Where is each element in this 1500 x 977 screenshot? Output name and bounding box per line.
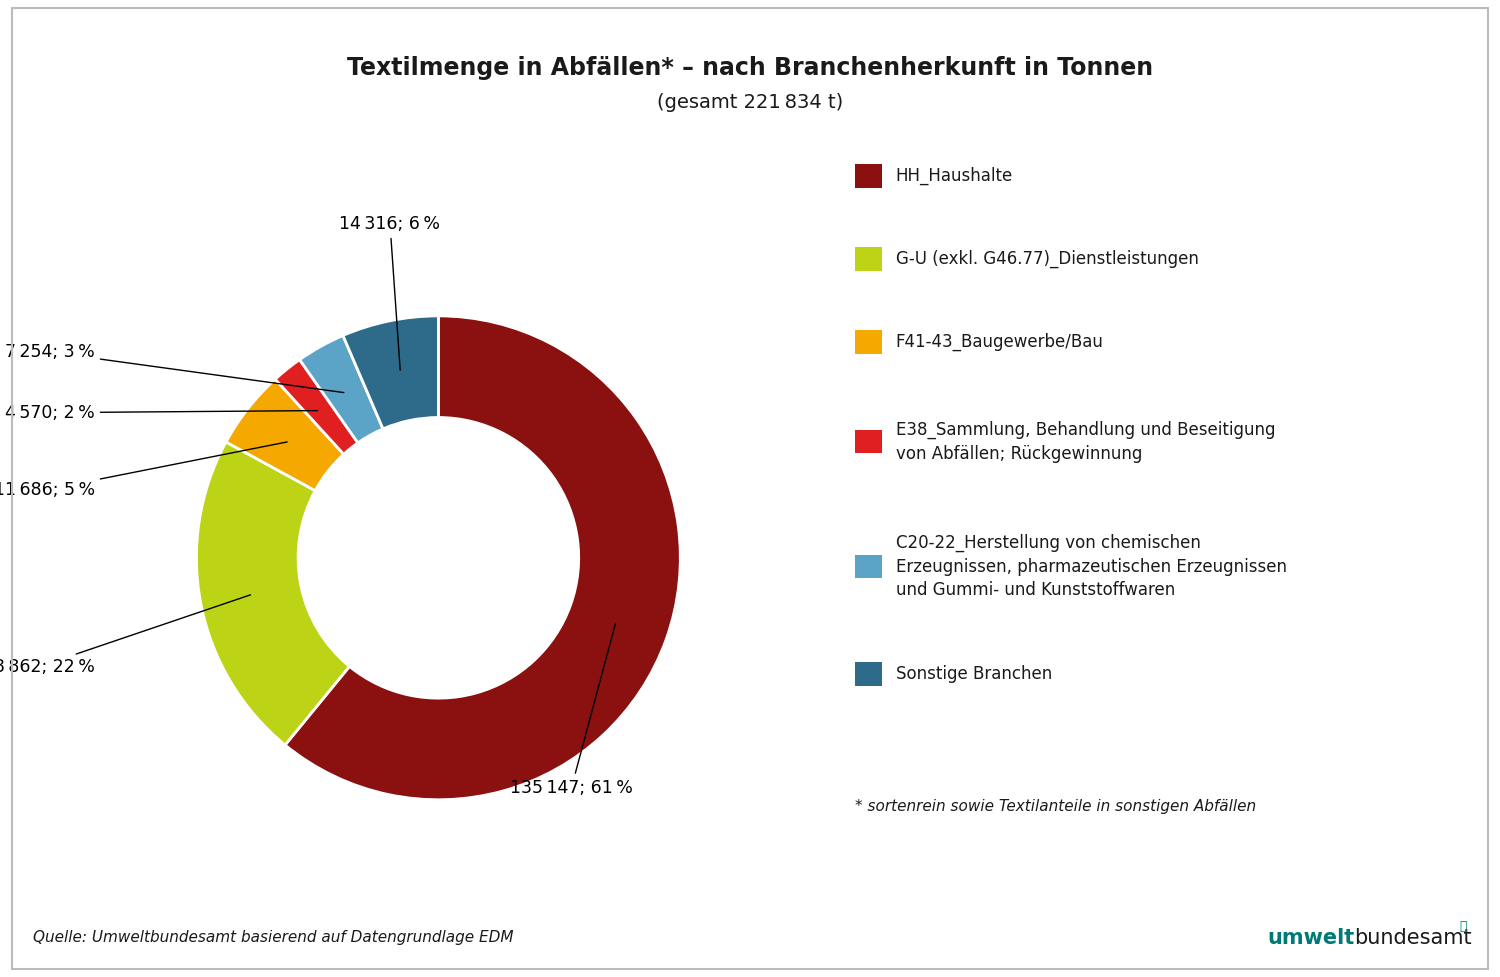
- Wedge shape: [226, 379, 344, 490]
- Text: (gesamt 221 834 t): (gesamt 221 834 t): [657, 93, 843, 112]
- Wedge shape: [196, 442, 350, 745]
- Text: Ⓤ: Ⓤ: [1460, 919, 1467, 933]
- Wedge shape: [285, 316, 681, 800]
- Text: * sortenrein sowie Textilanteile in sonstigen Abfällen: * sortenrein sowie Textilanteile in sons…: [855, 798, 1256, 814]
- Text: F41-43_Baugewerbe/Bau: F41-43_Baugewerbe/Bau: [896, 333, 1104, 351]
- Text: G-U (exkl. G46.77)_Dienstleistungen: G-U (exkl. G46.77)_Dienstleistungen: [896, 250, 1198, 268]
- Text: HH_Haushalte: HH_Haushalte: [896, 167, 1013, 185]
- Wedge shape: [274, 360, 358, 454]
- Text: 11 686; 5 %: 11 686; 5 %: [0, 442, 286, 499]
- Text: 48 862; 22 %: 48 862; 22 %: [0, 595, 251, 676]
- Text: Textilmenge in Abfällen* – nach Branchenherkunft in Tonnen: Textilmenge in Abfällen* – nach Branchen…: [346, 57, 1154, 80]
- Text: 14 316; 6 %: 14 316; 6 %: [339, 215, 441, 370]
- Text: Sonstige Branchen: Sonstige Branchen: [896, 665, 1052, 683]
- Text: umwelt: umwelt: [1268, 928, 1354, 948]
- Text: Quelle: Umweltbundesamt basierend auf Datengrundlage EDM: Quelle: Umweltbundesamt basierend auf Da…: [33, 930, 513, 946]
- Text: 7 254; 3 %: 7 254; 3 %: [4, 343, 344, 393]
- Wedge shape: [300, 335, 382, 443]
- Text: 135 147; 61 %: 135 147; 61 %: [510, 624, 633, 796]
- Text: E38_Sammlung, Behandlung und Beseitigung
von Abfällen; Rückgewinnung: E38_Sammlung, Behandlung und Beseitigung…: [896, 421, 1275, 462]
- Text: bundesamt: bundesamt: [1354, 928, 1472, 948]
- Text: 4 570; 2 %: 4 570; 2 %: [4, 404, 318, 422]
- Wedge shape: [344, 316, 438, 429]
- Text: C20-22_Herstellung von chemischen
Erzeugnissen, pharmazeutischen Erzeugnissen
un: C20-22_Herstellung von chemischen Erzeug…: [896, 533, 1287, 600]
